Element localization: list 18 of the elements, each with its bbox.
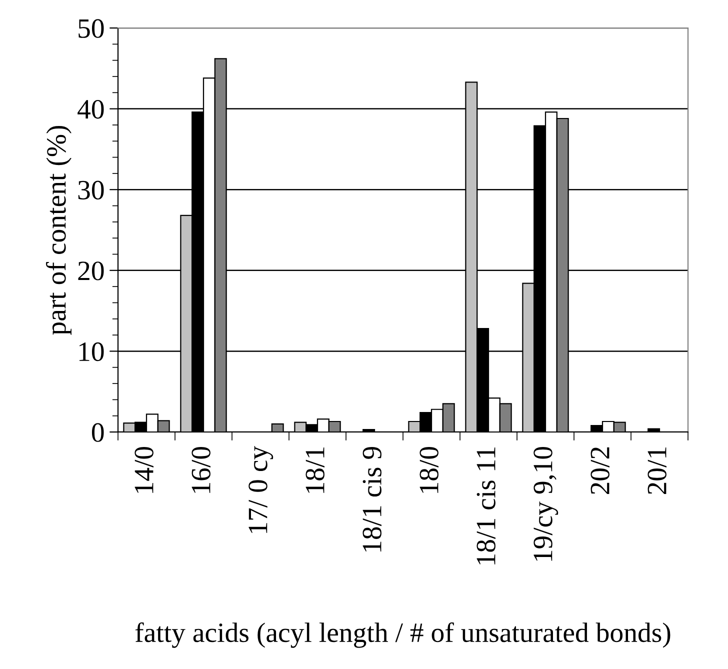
y-tick-label: 30 — [78, 180, 104, 200]
y-axis-title: part of content (%) — [46, 126, 72, 335]
x-tick-label: 18/0 — [420, 446, 438, 493]
x-tick-label: 16/0 — [192, 446, 210, 493]
x-axis-title: fatty acids (acyl length / # of unsaturated bonds) — [135, 622, 670, 648]
x-tick-label: 14/0 — [134, 446, 154, 493]
x-tick-label: 18/1 cis 9 — [362, 447, 382, 552]
y-tick-label: 10 — [79, 342, 104, 362]
x-tick-label: 17/ 0 cy — [248, 446, 274, 533]
y-tick-label: 50 — [78, 19, 104, 38]
x-tick-label: 18/1 — [306, 448, 324, 493]
x-tick-label: 18/1 cis 11 — [476, 448, 496, 564]
x-tick-label: 19/cy 9,10 — [534, 446, 558, 561]
x-tick-label: 20/1 — [648, 448, 666, 494]
y-tick-label: 20 — [78, 262, 104, 280]
y-tick-label: 0 — [92, 423, 104, 442]
x-tick-label: 20/2 — [590, 447, 610, 494]
y-tick-label: 40 — [78, 100, 104, 119]
